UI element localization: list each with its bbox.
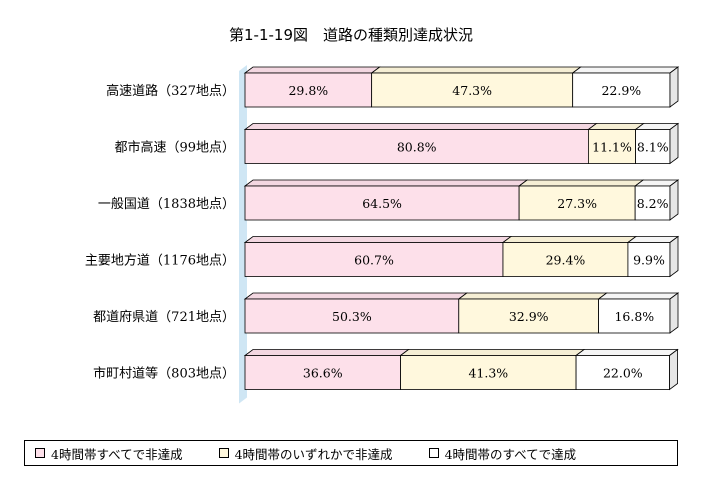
bar-top-face (243, 349, 410, 356)
bar-segment-all-pass (633, 179, 680, 221)
bar-front-face (635, 129, 671, 164)
legend-label-some-fail: 4時間帯のいずれかで非達成 (234, 446, 393, 462)
legend-swatch-some-fail (218, 448, 229, 458)
bar-front-face (244, 129, 589, 164)
bar-segment-all-fail (243, 66, 381, 108)
bar-front-face (502, 242, 629, 277)
category-label: 高速道路（327地点） (106, 83, 235, 99)
bar-front-face (244, 185, 520, 221)
bars-group (243, 66, 680, 391)
bar-side-face (669, 122, 679, 165)
bar-front-face (400, 355, 577, 390)
value-label: 22.9% (601, 83, 641, 98)
bar-segment-all-fail (243, 179, 529, 221)
bar-top-face (457, 292, 608, 300)
value-label: 8.2% (637, 196, 669, 211)
legend-label-all-fail: 4時間帯すべてで非達成 (51, 446, 183, 462)
labels-group: 高速道路（327地点） 29.8% 47.3% 22.9% 都市高速（99地点） 80.8… (85, 83, 669, 382)
value-label: 36.6% (303, 366, 343, 381)
bar-front-face (244, 355, 401, 390)
bar-segment-all-pass (634, 122, 680, 165)
legend-swatch-all-fail (35, 448, 45, 458)
bar-top-face (501, 236, 638, 243)
bar-front-face (627, 242, 671, 277)
bar-top-face (243, 292, 468, 300)
bar-top-face (597, 292, 680, 300)
chart-wall-panel (239, 65, 247, 404)
bar-top-face (243, 236, 513, 243)
bar-segment-some-fail (501, 236, 638, 277)
bar-side-face (669, 292, 679, 334)
value-label: 64.5% (362, 196, 402, 211)
value-label: 47.3% (452, 83, 492, 98)
value-label: 9.9% (633, 253, 665, 268)
bar-side-face (669, 235, 679, 278)
bar-front-face (575, 355, 670, 390)
bar-top-face (571, 66, 680, 74)
bar-top-face (587, 123, 645, 130)
bar-top-face (370, 66, 582, 74)
bar-front-face (598, 298, 671, 334)
bar-top-face (574, 349, 679, 356)
bar-segment-some-fail (370, 66, 582, 108)
legend-item-all-fail: 4時間帯すべてで非達成 (35, 444, 183, 463)
bar-side-face (669, 179, 679, 221)
value-label: 11.1% (592, 140, 632, 155)
value-label: 80.8% (397, 140, 437, 155)
bar-segment-some-fail (587, 123, 645, 164)
value-label: 50.3% (332, 309, 372, 324)
bar-front-face (518, 185, 636, 221)
bar-side-face (669, 348, 678, 391)
bar-segment-some-fail (517, 179, 645, 221)
bar-front-face (371, 72, 574, 108)
category-label: 都市高速（99地点） (114, 140, 235, 156)
value-label: 27.3% (557, 196, 597, 211)
category-label: 一般国道（1838地点） (98, 196, 235, 212)
bar-top-face (399, 349, 586, 356)
bar-segment-all-pass (626, 235, 680, 278)
bar-front-face (244, 298, 460, 334)
bar-top-face (243, 66, 381, 74)
value-label: 16.8% (614, 309, 654, 324)
bar-top-face (243, 123, 598, 130)
chart-back-wall (239, 65, 247, 404)
bar-front-face (244, 72, 373, 108)
bar-segment-all-fail (243, 349, 410, 390)
legend: 4時間帯すべてで非達成 4時間帯のいずれかで非達成 4時間帯のすべてで達成 (24, 440, 678, 466)
chart-title: 第1-1-19図 道路の種類別達成状況 (228, 26, 473, 44)
value-label: 41.3% (468, 366, 508, 381)
bar-segment-all-pass (571, 66, 680, 108)
bar-front-face (634, 185, 671, 221)
bar-side-face (669, 66, 679, 108)
value-label: 32.9% (509, 309, 549, 324)
bar-segment-all-pass (597, 292, 680, 334)
category-label: 都道府県道（721地点） (93, 310, 235, 325)
bar-front-face (588, 129, 636, 164)
legend-item-all-pass: 4時間帯のすべてで達成 (428, 444, 577, 463)
legend-label-all-pass: 4時間帯のすべてで達成 (444, 446, 577, 462)
bar-top-face (626, 236, 680, 243)
value-label: 8.1% (637, 140, 669, 155)
bar-segment-some-fail (457, 292, 608, 334)
value-label: 22.0% (603, 366, 643, 381)
legend-swatch-all-pass (428, 448, 439, 458)
value-label: 29.4% (546, 253, 586, 268)
bar-segment-all-fail (243, 236, 513, 277)
value-label: 29.8% (288, 83, 328, 98)
bar-top-face (243, 179, 529, 187)
value-label: 60.7% (354, 253, 394, 268)
bar-top-face (517, 179, 645, 187)
bar-front-face (244, 242, 504, 277)
bar-segment-all-fail (243, 123, 598, 164)
category-label: 市町村道等（803地点） (93, 366, 235, 382)
legend-item-some-fail: 4時間帯のいずれかで非達成 (218, 444, 393, 463)
bar-segment-all-pass (574, 348, 679, 391)
category-label: 主要地方道（1176地点） (85, 253, 235, 269)
bar-segment-all-fail (243, 292, 468, 334)
